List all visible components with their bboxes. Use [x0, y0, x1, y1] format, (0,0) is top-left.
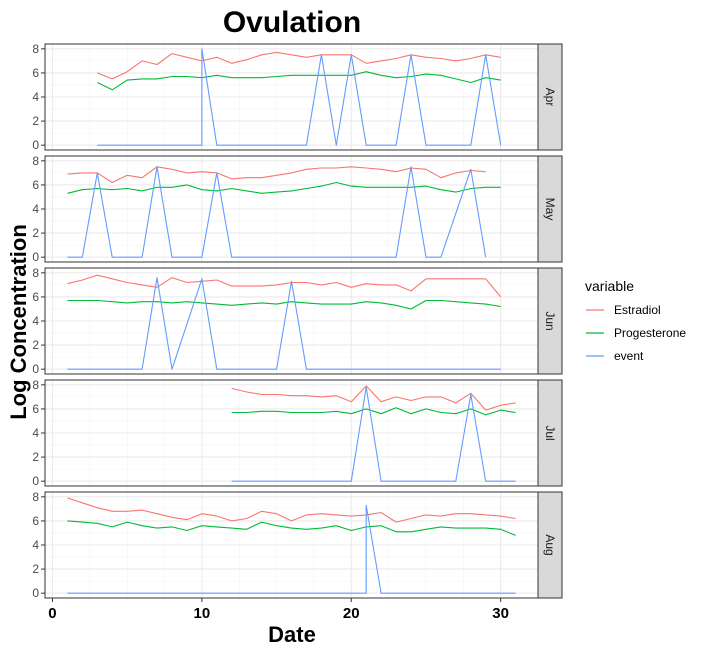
legend: variable Estradiol Progesterone event — [585, 278, 686, 363]
series-line-progesterone — [67, 299, 501, 310]
x-tick-label: 30 — [492, 605, 509, 622]
y-tick-label: 4 — [32, 538, 39, 552]
series-line-estradiol — [67, 497, 516, 523]
y-tick-label: 0 — [32, 474, 39, 488]
series-line-event — [67, 504, 516, 594]
y-tick-label: 4 — [32, 202, 39, 216]
y-tick-label: 0 — [32, 250, 39, 264]
x-tick-label: 10 — [194, 605, 211, 622]
legend-label-progesterone: Progesterone — [614, 326, 686, 340]
y-tick-label: 2 — [32, 562, 39, 576]
series-line-progesterone — [67, 520, 516, 536]
panel-jun: 0 2 4 6 8 Jun — [32, 266, 563, 376]
facet-strip-label: Apr — [543, 88, 557, 107]
y-tick-label: 8 — [32, 490, 39, 504]
legend-label-estradiol: Estradiol — [614, 303, 661, 317]
series-line-event — [97, 48, 502, 146]
series-line-progesterone — [67, 181, 501, 194]
y-axis-title: Log Concentration — [6, 224, 31, 420]
x-tick-label: 20 — [343, 605, 360, 622]
panel-apr: 0 2 4 6 8 Apr — [32, 42, 563, 152]
y-tick-label: 4 — [32, 314, 39, 328]
facet-panels: 0 2 4 6 8 Apr 0 2 4 6 8 May 0 2 4 6 8 Jun 0 2 4 6 8 Jul 0 2 4 6 8 Aug — [32, 42, 563, 600]
series-line-event — [67, 277, 501, 370]
y-tick-label: 2 — [32, 114, 39, 128]
panel-jul: 0 2 4 6 8 Jul — [32, 378, 563, 488]
facet-strip — [537, 155, 563, 263]
y-tick-label: 0 — [32, 362, 39, 376]
y-tick-label: 8 — [32, 42, 39, 56]
y-tick-label: 4 — [32, 90, 39, 104]
y-tick-label: 6 — [32, 514, 39, 528]
y-tick-label: 2 — [32, 450, 39, 464]
facet-strip-label: Jul — [543, 425, 557, 440]
facet-strip — [537, 267, 563, 375]
y-tick-label: 6 — [32, 178, 39, 192]
y-tick-label: 6 — [32, 402, 39, 416]
facet-strip — [537, 379, 563, 487]
series-line-progesterone — [97, 71, 501, 91]
facet-strip-label: Aug — [543, 534, 557, 555]
series-line-estradiol — [67, 166, 486, 184]
y-tick-label: 8 — [32, 378, 39, 392]
facet-strip-label: Jun — [543, 311, 557, 330]
y-tick-label: 0 — [32, 586, 39, 600]
x-axis-title: Date — [268, 622, 316, 647]
panel-aug: 0 2 4 6 8 Aug — [32, 490, 563, 600]
series-line-event — [231, 386, 516, 482]
y-tick-label: 0 — [32, 138, 39, 152]
facet-strip — [537, 491, 563, 599]
y-tick-label: 8 — [32, 154, 39, 168]
x-tick-label: 0 — [48, 605, 56, 622]
series-line-estradiol — [231, 385, 516, 411]
x-axis-ticks: 0 10 20 30 — [48, 598, 509, 622]
series-line-event — [67, 166, 487, 258]
y-tick-label: 2 — [32, 226, 39, 240]
y-tick-label: 8 — [32, 266, 39, 280]
y-tick-label: 6 — [32, 290, 39, 304]
panel-may: 0 2 4 6 8 May — [32, 154, 563, 264]
legend-title: variable — [585, 278, 634, 294]
chart-title: Ovulation — [223, 6, 361, 39]
facet-strip-label: May — [543, 198, 557, 221]
y-tick-label: 4 — [32, 426, 39, 440]
y-tick-label: 2 — [32, 338, 39, 352]
series-line-estradiol — [67, 274, 502, 298]
facet-strip — [537, 43, 563, 151]
series-line-estradiol — [97, 51, 501, 80]
y-tick-label: 6 — [32, 66, 39, 80]
legend-label-event: event — [614, 349, 644, 363]
